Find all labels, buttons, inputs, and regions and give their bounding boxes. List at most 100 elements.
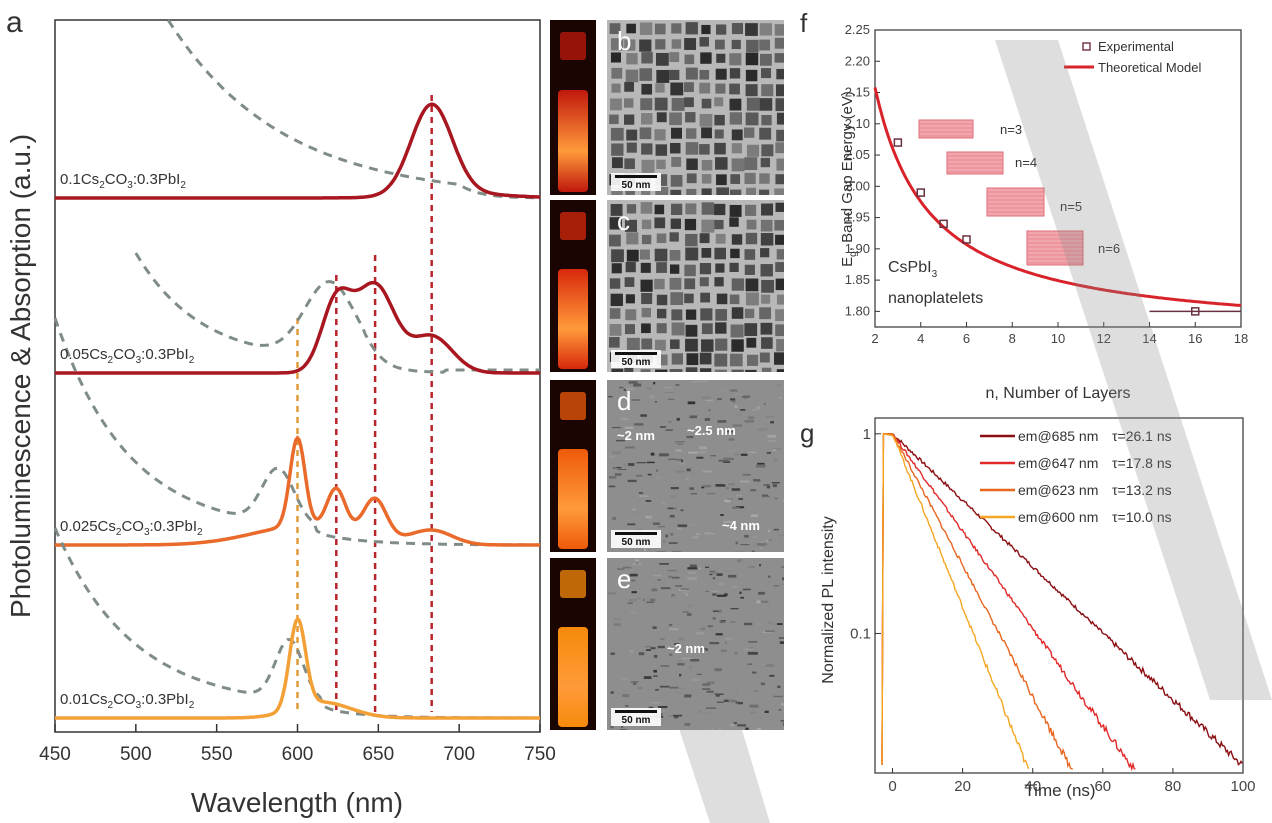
nanocube (761, 367, 772, 372)
nanocube (626, 204, 637, 214)
lattice-stripe (637, 686, 643, 690)
lattice-stripe (782, 419, 784, 423)
nanocube (611, 368, 624, 372)
lattice-stripe (723, 457, 733, 461)
nanocube (656, 233, 667, 244)
nanocube (701, 24, 711, 35)
lattice-stripe (718, 459, 729, 462)
nanocube (745, 232, 758, 245)
lattice-stripe (740, 544, 750, 546)
lattice-stripe (749, 704, 759, 708)
nanocube (745, 52, 759, 66)
lattice-stripe (717, 583, 724, 585)
lattice-stripe (758, 428, 767, 431)
nanocube (716, 174, 727, 186)
lattice-stripe (735, 541, 738, 545)
lattice-stripe (751, 409, 757, 411)
nanocube (701, 202, 715, 215)
vial-liquid (558, 448, 588, 549)
nanocube (639, 249, 650, 260)
lattice-stripe (669, 514, 675, 518)
lattice-stripe (782, 722, 784, 726)
nanocube (746, 144, 760, 157)
axes: 2 4 6 8 10 12 14 16 18 1.80 1.85 1.90 1.95 2.00 2.05 2.… (845, 22, 1249, 346)
lattice-stripe (608, 485, 616, 488)
lattice-stripe (636, 462, 647, 464)
nanocube (609, 234, 621, 247)
tem-panel-letter: b (617, 26, 631, 56)
lattice-stripe (673, 507, 677, 510)
lattice-stripe (768, 622, 777, 625)
reference-lines (296, 95, 433, 712)
nanocube (760, 233, 774, 246)
lattice-stripe (690, 659, 700, 662)
material-label-line2: nanoplatelets (888, 290, 983, 307)
lattice-stripe (762, 631, 773, 633)
nanocube (669, 69, 680, 80)
lattice-stripe (756, 543, 767, 546)
nanocube (626, 249, 639, 262)
lattice-stripe (709, 440, 715, 444)
nanocube (776, 249, 784, 260)
lattice-stripe (702, 712, 711, 714)
nanocube (731, 39, 741, 50)
nanocube (684, 218, 697, 231)
nanocube (774, 37, 784, 49)
lattice-stripe (685, 593, 688, 597)
lattice-stripe (667, 398, 675, 401)
nanocube (744, 157, 758, 171)
lattice-stripe (734, 692, 738, 695)
nanocube (701, 323, 713, 335)
nanocube (731, 129, 743, 141)
lattice-stripe (612, 467, 616, 469)
lattice-stripe (720, 514, 724, 516)
lattice-stripe (631, 399, 641, 401)
nanocube (731, 23, 744, 35)
vial-liquid (558, 268, 588, 369)
nanocube (760, 248, 770, 258)
lattice-stripe (779, 583, 784, 586)
lattice-stripe (734, 652, 738, 654)
lattice-stripe (670, 495, 677, 499)
nanocube (641, 159, 655, 173)
lattice-stripe (712, 610, 722, 613)
lattice-stripe (718, 609, 722, 613)
lattice-stripe (763, 402, 767, 406)
lattice-stripe (652, 626, 657, 629)
lattice-stripe (624, 387, 634, 391)
nanocube (745, 369, 757, 372)
nanocube (761, 114, 772, 126)
lattice-stripe (750, 489, 757, 492)
lattice-stripe (771, 482, 780, 484)
nanocube (670, 203, 683, 215)
experimental-point (1191, 307, 1200, 316)
experimental-point (962, 235, 971, 244)
nanocube (714, 129, 724, 139)
nanocube (729, 112, 743, 125)
lattice-stripe (764, 664, 774, 667)
nanocube (745, 84, 758, 97)
nanocube (656, 69, 670, 83)
nanocube (654, 248, 668, 262)
panel-a: a 0.1Cs2CO3:0.3PbI2 0.05Cs2CO3:0.3PbI2 0.0… (5, 6, 556, 818)
lattice-stripe (654, 401, 658, 403)
lattice-stripe (698, 560, 705, 564)
lattice-stripe (676, 458, 683, 461)
nanocube (626, 23, 636, 34)
nanocube (729, 98, 742, 111)
nanocube (655, 39, 666, 50)
nanocube (685, 324, 698, 337)
nanocube (641, 83, 653, 95)
lattice-stripe (659, 426, 666, 428)
f-x-tick-label: 10 (1051, 331, 1065, 346)
nanocube (670, 189, 682, 195)
lattice-stripe (779, 397, 782, 399)
nanocube (761, 84, 774, 97)
nanocube (744, 249, 756, 260)
vial-cap (560, 392, 586, 420)
lattice-stripe (608, 592, 617, 595)
nanocube (714, 277, 724, 287)
lattice-stripe (689, 487, 694, 490)
lattice-stripe (732, 401, 736, 403)
absorption-curve (166, 19, 541, 200)
